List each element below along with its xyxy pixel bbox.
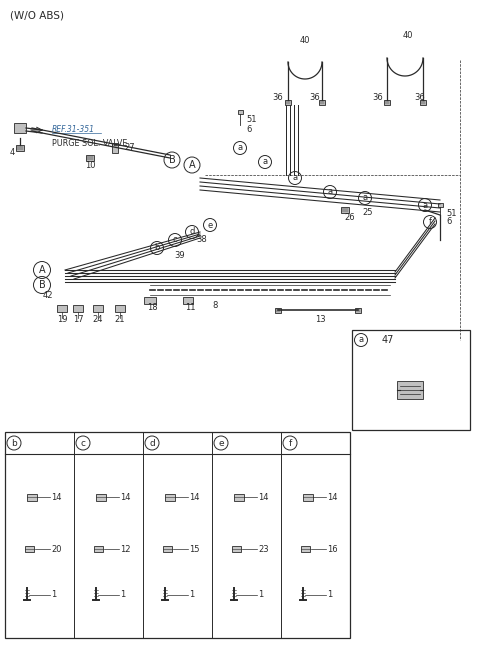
Text: 36: 36: [415, 93, 425, 102]
Text: 10: 10: [85, 161, 95, 170]
Text: 4: 4: [10, 148, 14, 157]
Bar: [341, 207, 349, 213]
Text: 8: 8: [212, 301, 218, 310]
Text: a: a: [362, 194, 368, 202]
Text: 18: 18: [147, 303, 157, 312]
Text: a: a: [263, 157, 267, 167]
Text: 36: 36: [372, 93, 384, 102]
Text: a: a: [327, 187, 333, 196]
Bar: [5, 432, 350, 638]
Text: 1: 1: [120, 590, 126, 599]
Text: 24: 24: [93, 315, 103, 324]
Text: 14: 14: [259, 492, 269, 502]
Text: d: d: [189, 227, 195, 237]
Text: 1: 1: [327, 590, 333, 599]
Bar: [112, 143, 118, 153]
Text: 40: 40: [403, 31, 413, 40]
Text: f: f: [288, 439, 292, 448]
Text: 6: 6: [246, 124, 252, 133]
Text: 51: 51: [246, 115, 256, 124]
Text: 1: 1: [259, 590, 264, 599]
Text: (W/O ABS): (W/O ABS): [10, 11, 64, 21]
Bar: [233, 494, 243, 501]
Bar: [94, 546, 103, 553]
Text: 14: 14: [51, 492, 62, 502]
Text: B: B: [168, 155, 175, 165]
Text: a: a: [359, 336, 363, 345]
Text: 15: 15: [190, 545, 200, 554]
Bar: [25, 546, 34, 553]
Text: PURGE SOL. VALVE: PURGE SOL. VALVE: [52, 139, 127, 148]
Text: b: b: [11, 439, 17, 448]
Text: 47: 47: [382, 335, 395, 345]
Text: 6: 6: [446, 218, 451, 227]
Text: 1: 1: [51, 590, 57, 599]
Text: 42: 42: [43, 291, 53, 300]
Text: 1: 1: [190, 590, 195, 599]
Bar: [86, 155, 94, 161]
Text: 19: 19: [57, 315, 67, 324]
Bar: [14, 123, 26, 133]
Text: B: B: [38, 280, 46, 290]
Text: 17: 17: [72, 315, 84, 324]
Text: 12: 12: [120, 545, 131, 554]
Bar: [165, 494, 175, 501]
Text: 39: 39: [175, 251, 185, 260]
Bar: [57, 305, 67, 312]
Bar: [232, 546, 241, 553]
Text: 51: 51: [446, 209, 456, 218]
Text: c: c: [173, 235, 177, 244]
Bar: [301, 546, 310, 553]
Text: 14: 14: [327, 492, 338, 502]
Bar: [397, 381, 423, 399]
Bar: [16, 145, 24, 151]
Text: e: e: [207, 220, 213, 229]
Text: 13: 13: [315, 315, 325, 324]
Text: 11: 11: [185, 303, 195, 312]
Bar: [420, 100, 426, 104]
Text: 21: 21: [115, 315, 125, 324]
Text: A: A: [189, 160, 195, 170]
Text: 14: 14: [190, 492, 200, 502]
Text: b: b: [154, 244, 160, 253]
Bar: [144, 297, 156, 303]
Text: f: f: [429, 218, 432, 227]
Bar: [302, 494, 312, 501]
Text: 14: 14: [120, 492, 131, 502]
Bar: [275, 308, 281, 312]
Bar: [319, 100, 325, 104]
Bar: [355, 308, 361, 312]
Text: c: c: [81, 439, 85, 448]
Bar: [73, 305, 83, 312]
Text: 38: 38: [197, 235, 207, 244]
Bar: [183, 297, 193, 303]
Bar: [384, 100, 390, 104]
Bar: [26, 494, 36, 501]
Bar: [285, 100, 291, 104]
Text: A: A: [39, 265, 45, 275]
Text: a: a: [238, 143, 242, 152]
Text: 27: 27: [124, 143, 134, 152]
Text: 36: 36: [310, 93, 320, 102]
Bar: [352, 330, 470, 430]
Text: 26: 26: [345, 213, 355, 222]
Text: a: a: [422, 200, 428, 209]
Bar: [93, 305, 103, 312]
Bar: [163, 546, 172, 553]
Bar: [238, 110, 242, 114]
Bar: [96, 494, 106, 501]
Text: d: d: [149, 439, 155, 448]
Text: 20: 20: [51, 545, 62, 554]
Bar: [115, 305, 125, 312]
Text: 23: 23: [259, 545, 269, 554]
Text: 25: 25: [363, 208, 373, 217]
Text: REF.31-351: REF.31-351: [52, 126, 95, 135]
Text: a: a: [292, 174, 298, 183]
Text: 16: 16: [327, 545, 338, 554]
Text: 40: 40: [300, 36, 310, 45]
Text: e: e: [218, 439, 224, 448]
Text: 36: 36: [273, 93, 283, 102]
Bar: [437, 203, 443, 207]
